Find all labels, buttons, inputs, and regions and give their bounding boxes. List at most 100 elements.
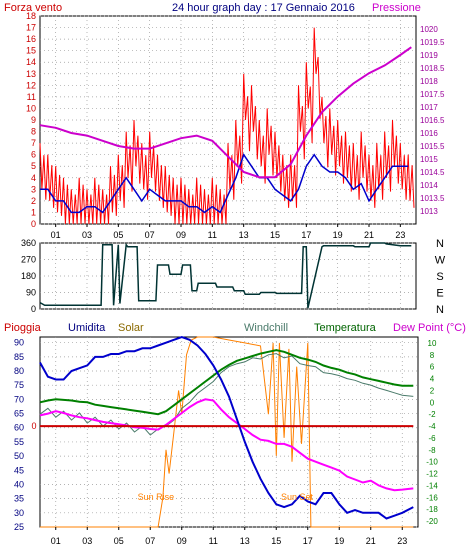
wind-average-line xyxy=(40,153,409,214)
p1-y-right-tick-label: 1019 xyxy=(420,51,438,60)
p1-y-right-tick-label: 1016.5 xyxy=(420,116,445,125)
p1-x-tick-label: 19 xyxy=(333,230,343,240)
p1-y-right-tick-label: 1015.5 xyxy=(420,142,445,151)
p3-y-left-tick-label: 90 xyxy=(14,338,24,348)
p2-compass-label: E xyxy=(436,288,443,300)
p3-x-tick-label: 21 xyxy=(366,536,376,546)
p1-y-left-tick-label: 15 xyxy=(26,46,36,56)
p3-x-tick-label: 01 xyxy=(51,536,61,546)
p1-x-tick-label: 11 xyxy=(208,230,217,240)
p3-y-left-tick-label: 75 xyxy=(14,380,24,390)
p1-x-tick-label: 15 xyxy=(270,230,280,240)
p3-x-tick-label: 07 xyxy=(145,536,155,546)
p2-compass-label: N xyxy=(436,304,444,316)
p2-y-left-tick-label: 90 xyxy=(26,288,36,298)
p1-y-left-tick-label: 11 xyxy=(27,92,36,102)
p3-y-right-tick-label: -20 xyxy=(426,517,438,526)
p3-y-right-tick-label: 2 xyxy=(430,386,435,395)
p1-x-tick-label: 13 xyxy=(239,230,249,240)
p3-y-right-tick-label: -4 xyxy=(428,422,436,431)
p1-y-right-tick-label: 1013 xyxy=(420,207,438,216)
p1-y-right-tick-label: 1020 xyxy=(420,25,438,34)
p2-y-left-tick-label: 360 xyxy=(21,238,36,248)
p3-x-tick-label: 11 xyxy=(209,536,218,546)
legend-dewpoint: Dew Point (°C) xyxy=(393,322,466,334)
p1-y-left-tick-label: 3 xyxy=(31,184,36,194)
temperatura-line xyxy=(39,349,414,416)
legend-rain: Pioggia xyxy=(4,322,42,334)
legend-solar: Solar xyxy=(118,322,144,334)
p3-y-left-tick-label: 55 xyxy=(14,437,24,447)
p3-y-right-tick-label: -16 xyxy=(426,493,438,502)
p1-y-left-tick-label: 1 xyxy=(31,207,36,217)
sun-set-annotation: Sun Set xyxy=(281,492,314,502)
p3-x-tick-label: 23 xyxy=(397,536,407,546)
p3-x-tick-label: 05 xyxy=(114,536,124,546)
p1-x-tick-label: 05 xyxy=(113,230,123,240)
p3-y-right-tick-label: -12 xyxy=(426,470,438,479)
p1-y-left-tick-label: 6 xyxy=(31,150,36,160)
p1-y-right-tick-label: 1017 xyxy=(420,103,438,112)
wind-direction-line xyxy=(39,242,412,309)
p3-y-left-tick-label: 40 xyxy=(14,479,24,489)
p3-x-tick-label: 19 xyxy=(334,536,344,546)
legend-humidity: Umidita xyxy=(68,322,106,334)
legend: Pioggia Umidita Solar Windchill Temperat… xyxy=(4,322,466,334)
p3-y-right-tick-label: -14 xyxy=(426,481,438,490)
p1-y-left-tick-label: 12 xyxy=(26,80,36,90)
p1-y-right-tick-label: 1019.5 xyxy=(420,38,445,47)
p1-x-tick-label: 23 xyxy=(395,230,405,240)
windchill-line xyxy=(39,353,414,436)
p3-y-left-tick-label: 60 xyxy=(14,423,24,433)
wind-gust-line xyxy=(39,27,415,225)
p3-y-right-tick-label: 10 xyxy=(428,339,437,348)
p3-y-left-tick-label: 85 xyxy=(14,352,24,362)
p3-x-tick-label: 03 xyxy=(82,536,92,546)
p3-x-tick-label: 17 xyxy=(303,536,313,546)
p2-y-left-tick-label: 0 xyxy=(31,304,36,314)
legend-windchill: Windchill xyxy=(244,322,288,334)
p3-y-left-tick-label: 25 xyxy=(14,522,24,532)
p3-y-left-tick-label: 30 xyxy=(14,508,24,518)
p1-y-left-tick-label: 10 xyxy=(26,103,36,113)
wind-pressure-panel: 012345678910111213141516171810131013.510… xyxy=(26,11,445,240)
dew-point-c-line xyxy=(39,398,414,492)
header-left-label: Forza vento xyxy=(4,2,62,14)
p1-y-right-tick-label: 1013.5 xyxy=(420,194,445,203)
p3-x-tick-label: 09 xyxy=(177,536,187,546)
p2-y-left-tick-label: 180 xyxy=(21,271,36,281)
p1-y-right-tick-label: 1014 xyxy=(420,181,438,190)
p1-y-right-tick-label: 1018 xyxy=(420,77,438,86)
pressure-line xyxy=(39,46,412,179)
p3-x-tick-label: 15 xyxy=(271,536,281,546)
p3-y-right-tick-label: -8 xyxy=(428,446,436,455)
p1-y-left-tick-label: 5 xyxy=(31,161,36,171)
p1-y-left-tick-label: 2 xyxy=(31,196,36,206)
p1-y-left-tick-label: 18 xyxy=(26,11,36,21)
p3-y-right-tick-label: -18 xyxy=(426,505,438,514)
p1-y-left-tick-label: 9 xyxy=(31,115,36,125)
p3-y-left-tick-label: 65 xyxy=(14,409,24,419)
temperature-humidity-panel: 25 30 35 40 45 50 55 60 65 70 75 80 85 90 10 8 6 4 2 0 -2 -4 -… xyxy=(14,335,438,546)
p1-x-tick-label: 09 xyxy=(176,230,186,240)
p3-frame xyxy=(39,336,419,528)
p3-y-right-tick-label: 6 xyxy=(430,363,435,372)
umidita-line xyxy=(39,335,414,520)
p3-y-left-tick-label: 50 xyxy=(14,451,24,461)
p3-y-right-tick-label: -6 xyxy=(428,434,436,443)
p1-y-left-tick-label: 14 xyxy=(26,57,36,67)
p1-y-left-tick-label: 8 xyxy=(31,127,36,137)
p2-y-left-tick-label: 270 xyxy=(21,255,36,265)
p1-y-left-tick-label: 7 xyxy=(31,138,36,148)
p3-y-right-tick-label: 8 xyxy=(430,351,435,360)
p1-y-right-tick-label: 1015 xyxy=(420,155,438,164)
p1-x-tick-label: 03 xyxy=(82,230,92,240)
p1-y-right-tick-label: 1016 xyxy=(420,129,438,138)
p1-y-left-tick-label: 13 xyxy=(26,69,36,79)
p3-y-right-tick-label: -2 xyxy=(428,410,436,419)
p2-compass-label: W xyxy=(435,255,446,267)
legend-temperature: Temperatura xyxy=(314,322,377,334)
p3-rain-zero-label: 0 xyxy=(31,421,36,431)
